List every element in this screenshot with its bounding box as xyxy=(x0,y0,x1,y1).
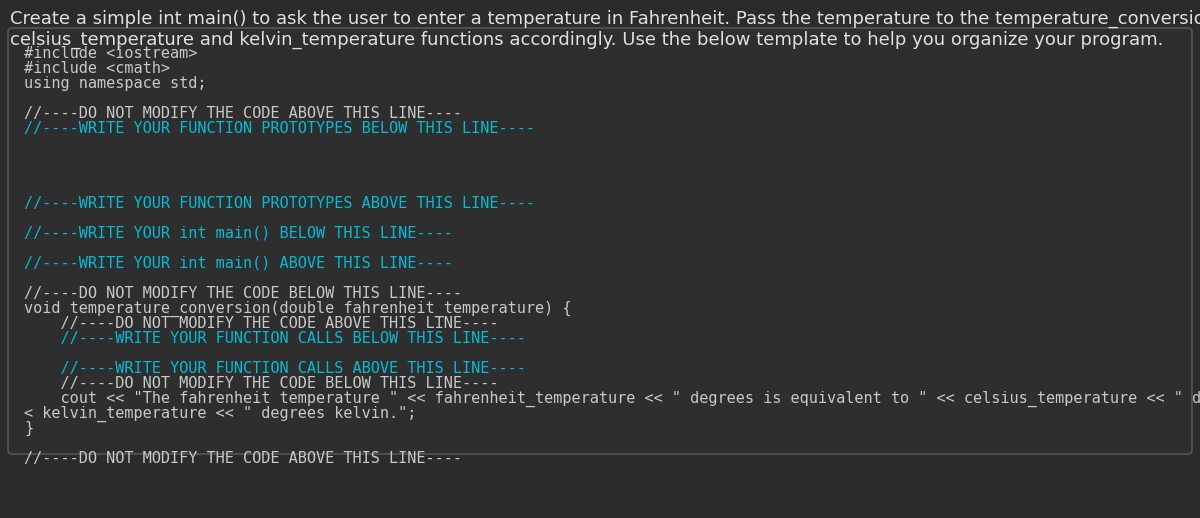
Text: cout << "The fahrenheit temperature " << fahrenheit_temperature << " degrees is : cout << "The fahrenheit temperature " <<… xyxy=(24,391,1200,407)
Text: void temperature_conversion(double fahrenheit_temperature) {: void temperature_conversion(double fahre… xyxy=(24,301,571,317)
Text: }: } xyxy=(24,421,34,436)
Text: //----WRITE YOUR FUNCTION PROTOTYPES ABOVE THIS LINE----: //----WRITE YOUR FUNCTION PROTOTYPES ABO… xyxy=(24,196,535,211)
Text: celsius_temperature and kelvin_temperature functions accordingly. Use the below : celsius_temperature and kelvin_temperatu… xyxy=(10,31,1163,49)
Text: < kelvin_temperature << " degrees kelvin.";: < kelvin_temperature << " degrees kelvin… xyxy=(24,406,416,422)
Text: //----WRITE YOUR int main() BELOW THIS LINE----: //----WRITE YOUR int main() BELOW THIS L… xyxy=(24,226,452,241)
Text: //----WRITE YOUR int main() ABOVE THIS LINE----: //----WRITE YOUR int main() ABOVE THIS L… xyxy=(24,256,452,271)
Text: //----WRITE YOUR FUNCTION CALLS ABOVE THIS LINE----: //----WRITE YOUR FUNCTION CALLS ABOVE TH… xyxy=(24,361,526,376)
Text: //----DO NOT MODIFY THE CODE ABOVE THIS LINE----: //----DO NOT MODIFY THE CODE ABOVE THIS … xyxy=(24,316,498,331)
Text: //----WRITE YOUR FUNCTION CALLS BELOW THIS LINE----: //----WRITE YOUR FUNCTION CALLS BELOW TH… xyxy=(24,331,526,346)
FancyBboxPatch shape xyxy=(8,28,1192,454)
Text: Create a simple int main() to ask the user to enter a temperature in Fahrenheit.: Create a simple int main() to ask the us… xyxy=(10,10,1200,28)
Text: using namespace std;: using namespace std; xyxy=(24,76,206,91)
Text: //----DO NOT MODIFY THE CODE ABOVE THIS LINE----: //----DO NOT MODIFY THE CODE ABOVE THIS … xyxy=(24,451,462,466)
Text: //----DO NOT MODIFY THE CODE ABOVE THIS LINE----: //----DO NOT MODIFY THE CODE ABOVE THIS … xyxy=(24,106,462,121)
Text: //----DO NOT MODIFY THE CODE BELOW THIS LINE----: //----DO NOT MODIFY THE CODE BELOW THIS … xyxy=(24,376,498,391)
Text: #include <iostream>: #include <iostream> xyxy=(24,46,197,61)
Text: //----WRITE YOUR FUNCTION PROTOTYPES BELOW THIS LINE----: //----WRITE YOUR FUNCTION PROTOTYPES BEL… xyxy=(24,121,535,136)
Text: #include <cmath>: #include <cmath> xyxy=(24,61,170,76)
Text: //----DO NOT MODIFY THE CODE BELOW THIS LINE----: //----DO NOT MODIFY THE CODE BELOW THIS … xyxy=(24,286,462,301)
